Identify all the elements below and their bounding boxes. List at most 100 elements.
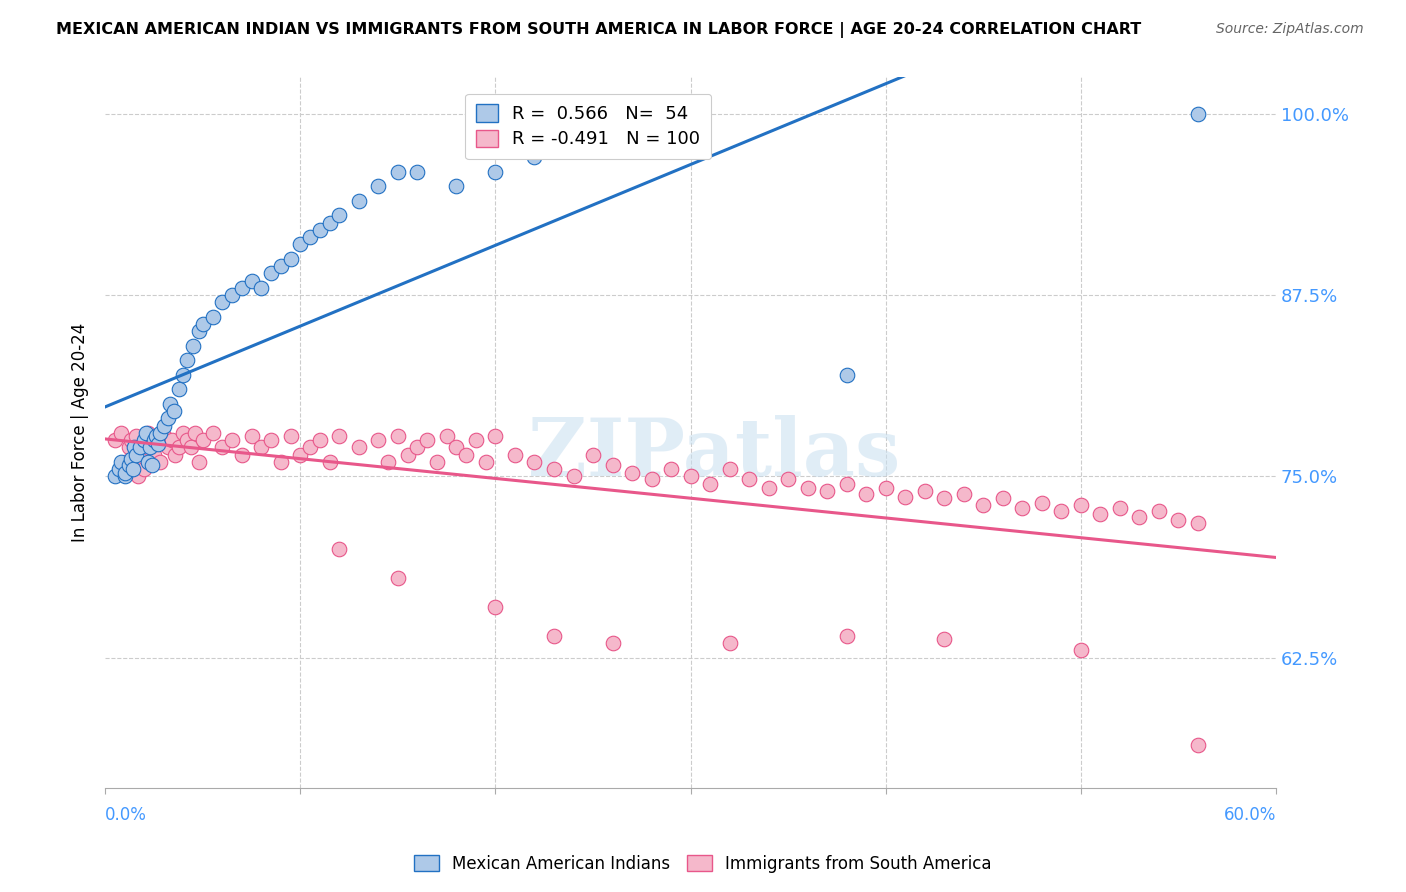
Point [835,368,858,382]
Point [1070,643,1092,657]
Point [280,429,302,443]
Point [699,476,721,491]
Point [835,476,858,491]
Point [1147,504,1170,518]
Point [523,150,546,164]
Point [318,455,340,469]
Point [718,636,741,650]
Point [875,481,897,495]
Point [328,208,350,222]
Legend: R =  0.566   N=  54, R = -0.491   N = 100: R = 0.566 N= 54, R = -0.491 N = 100 [465,94,711,159]
Point [280,252,302,266]
Point [328,429,350,443]
Point [181,339,204,353]
Point [201,425,224,440]
Point [503,448,526,462]
Point [934,632,956,646]
Point [543,462,565,476]
Point [110,455,132,469]
Point [211,295,233,310]
Point [231,448,253,462]
Point [1050,504,1073,518]
Point [1187,738,1209,752]
Point [124,455,146,469]
Point [543,629,565,643]
Point [260,433,283,447]
Point [738,472,761,486]
Point [621,467,644,481]
Point [156,411,179,425]
Point [299,230,322,244]
Point [143,433,166,447]
Point [250,281,273,295]
Point [952,487,974,501]
Text: 60.0%: 60.0% [1223,806,1277,824]
Point [1031,495,1053,509]
Point [484,165,506,179]
Point [1187,516,1209,530]
Text: MEXICAN AMERICAN INDIAN VS IMMIGRANTS FROM SOUTH AMERICA IN LABOR FORCE | AGE 20: MEXICAN AMERICAN INDIAN VS IMMIGRANTS FR… [56,22,1142,38]
Point [169,382,191,396]
Point [176,353,198,368]
Point [141,441,163,455]
Point [446,441,468,455]
Point [143,448,166,462]
Point [201,310,224,324]
Point [160,433,183,447]
Text: Source: ZipAtlas.com: Source: ZipAtlas.com [1216,22,1364,37]
Point [120,433,142,447]
Point [114,455,136,469]
Point [796,481,818,495]
Point [679,469,702,483]
Point [387,165,409,179]
Point [914,483,936,498]
Point [114,469,136,483]
Point [187,455,209,469]
Point [184,425,207,440]
Point [778,472,800,486]
Point [456,448,478,462]
Point [134,433,156,447]
Point [129,452,152,467]
Point [165,448,187,462]
Point [149,425,172,440]
Point [127,469,149,483]
Point [474,455,496,469]
Point [318,215,340,229]
Point [602,636,624,650]
Point [484,599,506,614]
Point [104,469,127,483]
Point [180,441,202,455]
Point [152,418,174,433]
Point [172,368,194,382]
Point [347,194,370,208]
Point [718,462,741,476]
Point [308,223,330,237]
Point [1187,106,1209,120]
Legend: Mexican American Indians, Immigrants from South America: Mexican American Indians, Immigrants fro… [408,848,998,880]
Point [221,288,243,302]
Point [523,455,546,469]
Point [758,481,780,495]
Point [934,491,956,505]
Point [347,441,370,455]
Point [191,317,214,331]
Point [145,433,167,447]
Point [387,429,409,443]
Point [1128,510,1150,524]
Point [377,455,399,469]
Point [436,429,458,443]
Point [367,433,389,447]
Point [169,441,191,455]
Point [250,441,273,455]
Point [1011,501,1033,516]
Point [290,237,312,252]
Point [135,425,157,440]
Point [139,441,162,455]
Point [121,462,143,476]
Point [187,324,209,338]
Point [125,429,148,443]
Point [328,541,350,556]
Point [221,433,243,447]
Point [162,404,184,418]
